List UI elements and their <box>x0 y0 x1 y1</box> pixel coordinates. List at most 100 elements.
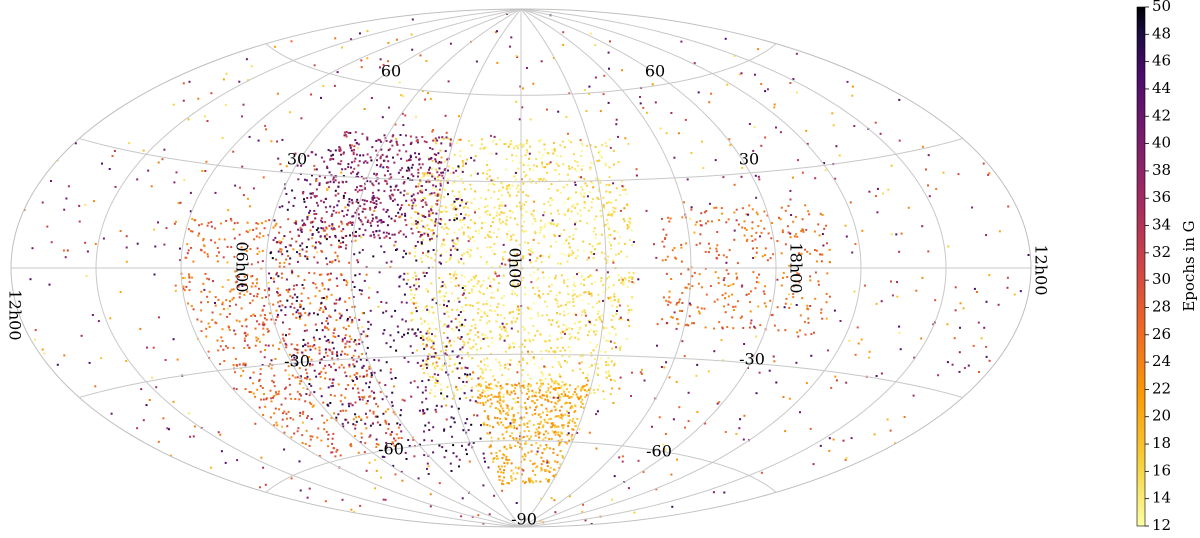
data-point <box>432 311 435 314</box>
data-point <box>676 318 678 320</box>
data-point <box>289 244 292 247</box>
data-point <box>619 236 621 239</box>
data-point <box>337 383 340 386</box>
data-point <box>831 112 834 115</box>
data-point <box>228 326 230 329</box>
data-point <box>597 151 600 154</box>
data-point <box>216 339 219 342</box>
data-point <box>376 421 379 424</box>
data-point <box>281 425 283 428</box>
data-point <box>561 330 564 333</box>
data-point <box>613 362 616 365</box>
data-point <box>200 320 203 323</box>
data-point <box>395 433 398 436</box>
data-point <box>497 408 500 410</box>
data-point <box>667 300 670 303</box>
data-point <box>429 392 432 395</box>
data-point <box>514 387 517 390</box>
data-point <box>558 291 561 294</box>
data-point <box>554 469 557 472</box>
data-point <box>389 345 392 348</box>
data-point <box>312 281 315 284</box>
data-point <box>529 359 532 362</box>
data-point <box>259 373 262 375</box>
data-point <box>302 307 305 310</box>
data-point <box>600 215 603 218</box>
data-point <box>758 371 761 374</box>
data-point <box>568 246 571 249</box>
data-point <box>558 173 561 176</box>
data-point <box>287 373 290 376</box>
data-point <box>351 281 354 283</box>
data-point <box>518 161 521 164</box>
data-point <box>337 200 340 203</box>
data-point <box>568 92 571 95</box>
data-point <box>491 249 494 252</box>
data-point <box>547 389 550 392</box>
data-point <box>604 162 607 165</box>
data-point <box>498 189 501 192</box>
data-point <box>325 233 328 236</box>
data-point <box>267 294 270 297</box>
data-point <box>819 212 822 215</box>
data-point <box>207 322 210 325</box>
data-point <box>326 419 329 422</box>
data-point <box>973 287 976 290</box>
data-point <box>286 250 289 253</box>
data-point <box>431 159 434 162</box>
data-point <box>494 272 497 275</box>
data-point <box>452 444 455 447</box>
data-point <box>573 411 576 414</box>
data-point <box>632 282 635 285</box>
data-point <box>544 430 547 433</box>
data-point <box>763 302 766 305</box>
data-point <box>315 229 318 231</box>
data-point <box>604 257 607 260</box>
data-point <box>402 194 405 197</box>
data-point <box>262 327 265 330</box>
data-point <box>254 314 256 317</box>
data-point <box>574 181 576 184</box>
data-point <box>594 363 596 366</box>
data-point <box>521 145 524 148</box>
data-point <box>50 180 52 182</box>
data-point <box>231 298 234 301</box>
data-point <box>433 352 436 355</box>
data-point <box>308 364 311 367</box>
data-point <box>921 276 924 279</box>
data-point <box>502 258 505 261</box>
data-point <box>748 123 751 125</box>
data-point <box>568 301 571 304</box>
data-point <box>718 321 721 324</box>
data-point <box>102 237 105 240</box>
data-point <box>713 300 716 303</box>
data-point <box>509 359 512 362</box>
data-point <box>525 230 528 233</box>
data-point <box>450 281 453 284</box>
data-point <box>289 393 292 396</box>
data-point <box>420 219 423 222</box>
data-point <box>566 260 569 263</box>
data-point <box>536 399 539 401</box>
data-point <box>461 200 464 203</box>
data-point <box>921 145 924 148</box>
data-point <box>509 435 512 438</box>
data-point <box>563 332 566 335</box>
data-point <box>741 284 744 287</box>
data-point <box>529 253 532 256</box>
data-point <box>602 336 605 339</box>
data-point <box>408 169 411 172</box>
data-point <box>258 406 261 409</box>
data-point <box>297 348 300 351</box>
data-point <box>572 417 575 420</box>
data-point <box>587 330 590 333</box>
data-point <box>518 345 521 348</box>
data-point <box>566 401 569 404</box>
data-point <box>565 115 568 118</box>
data-point <box>436 194 439 197</box>
data-point <box>119 230 122 232</box>
data-point <box>533 218 536 220</box>
data-point <box>496 211 499 214</box>
data-point <box>500 328 503 331</box>
data-point <box>465 453 468 456</box>
